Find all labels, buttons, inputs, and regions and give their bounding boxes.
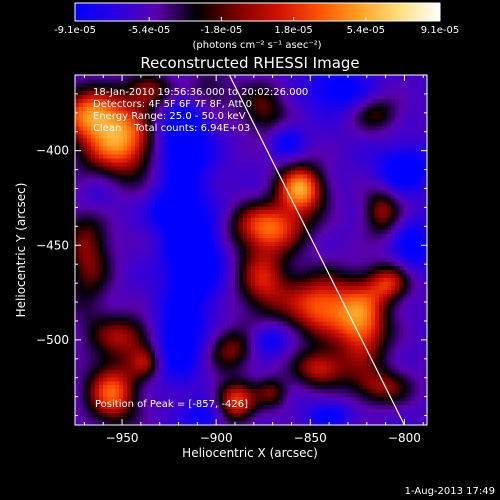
annotation-clean-counts: Clean Total counts: 6.94E+03	[93, 123, 250, 134]
x-axis-label: Heliocentric X (arcsec)	[182, 446, 318, 460]
x-tick-label: −800	[388, 431, 421, 445]
chart-title: Reconstructed RHESSI Image	[140, 54, 359, 72]
y-axis-label: Heliocentric Y (arcsec)	[14, 183, 28, 318]
colorbar-ticks: -9.1e-05 -5.4e-05 -1.8e-05 1.8e-05 5.4e-05 9.…	[54, 17, 459, 36]
x-tick-label: −900	[200, 431, 233, 445]
colorbar	[74, 2, 441, 22]
colorbar-unit-label: (photons cm⁻² s⁻¹ asec⁻²)	[192, 40, 321, 51]
y-tick-label: −450	[36, 238, 69, 252]
plot-frame	[74, 74, 428, 426]
solar-limb-line	[228, 75, 405, 425]
x-tick-label: −950	[106, 431, 139, 445]
y-axis-ticks: −400 −450 −500	[36, 74, 427, 417]
annotation-time-range: 18-Jan-2010 19:56:36.000 to 20:02:26.000	[93, 87, 308, 98]
y-tick-label: −400	[36, 144, 69, 158]
colorbar-tick-label: -5.4e-05	[128, 25, 170, 36]
x-axis-ticks: −950 −900 −850 −800	[83, 75, 424, 445]
colorbar-tick-label: 5.4e-05	[347, 25, 385, 36]
colorbar-tick-label: -9.1e-05	[54, 25, 96, 36]
heatmap-image	[75, 75, 427, 425]
annotation-peak-position: Position of Peak = [-857, -426]	[95, 399, 248, 410]
colorbar-tick-label: 9.1e-05	[421, 25, 459, 36]
colorbar-tick-label: -1.8e-05	[200, 25, 242, 36]
annotation-detectors: Detectors: 4F 5F 6F 7F 8F, Att 0	[93, 99, 252, 110]
x-tick-label: −850	[294, 431, 327, 445]
annotation-energy-range: Energy Range: 25.0 - 50.0 keV	[93, 111, 246, 122]
footer-date: 1-Aug-2013 17:49	[405, 486, 495, 497]
colorbar-tick-label: 1.8e-05	[274, 25, 312, 36]
y-tick-label: −500	[36, 333, 69, 347]
